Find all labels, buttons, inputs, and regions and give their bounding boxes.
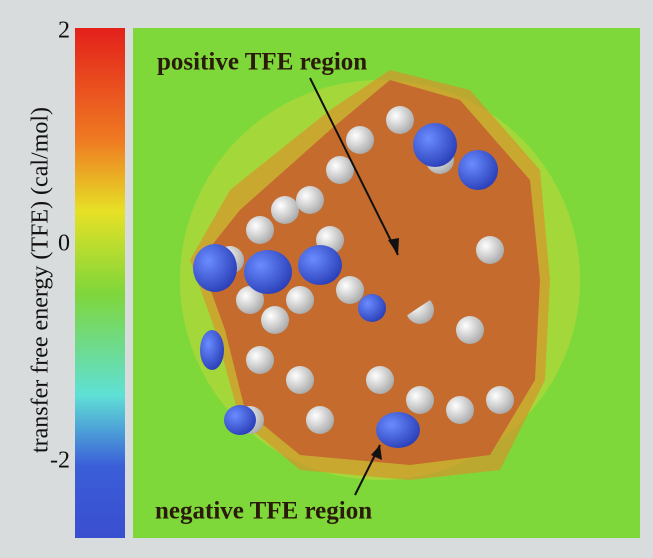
arrowhead <box>371 445 382 460</box>
map-panel <box>133 28 640 538</box>
tick-label: 2 <box>58 18 70 44</box>
tick-label: -2 <box>50 448 70 474</box>
arrow <box>309 77 399 256</box>
colorbar <box>75 28 125 538</box>
tick-label: 0 <box>58 231 70 257</box>
annotation: negative TFE region <box>155 498 372 525</box>
colorbar-label: transfer free energy (TFE) (cal/mol) <box>28 107 54 453</box>
colorbar-ticks: 2 0 -2 <box>50 18 70 474</box>
arrowhead <box>388 238 399 255</box>
annotation: positive TFE region <box>157 49 367 76</box>
